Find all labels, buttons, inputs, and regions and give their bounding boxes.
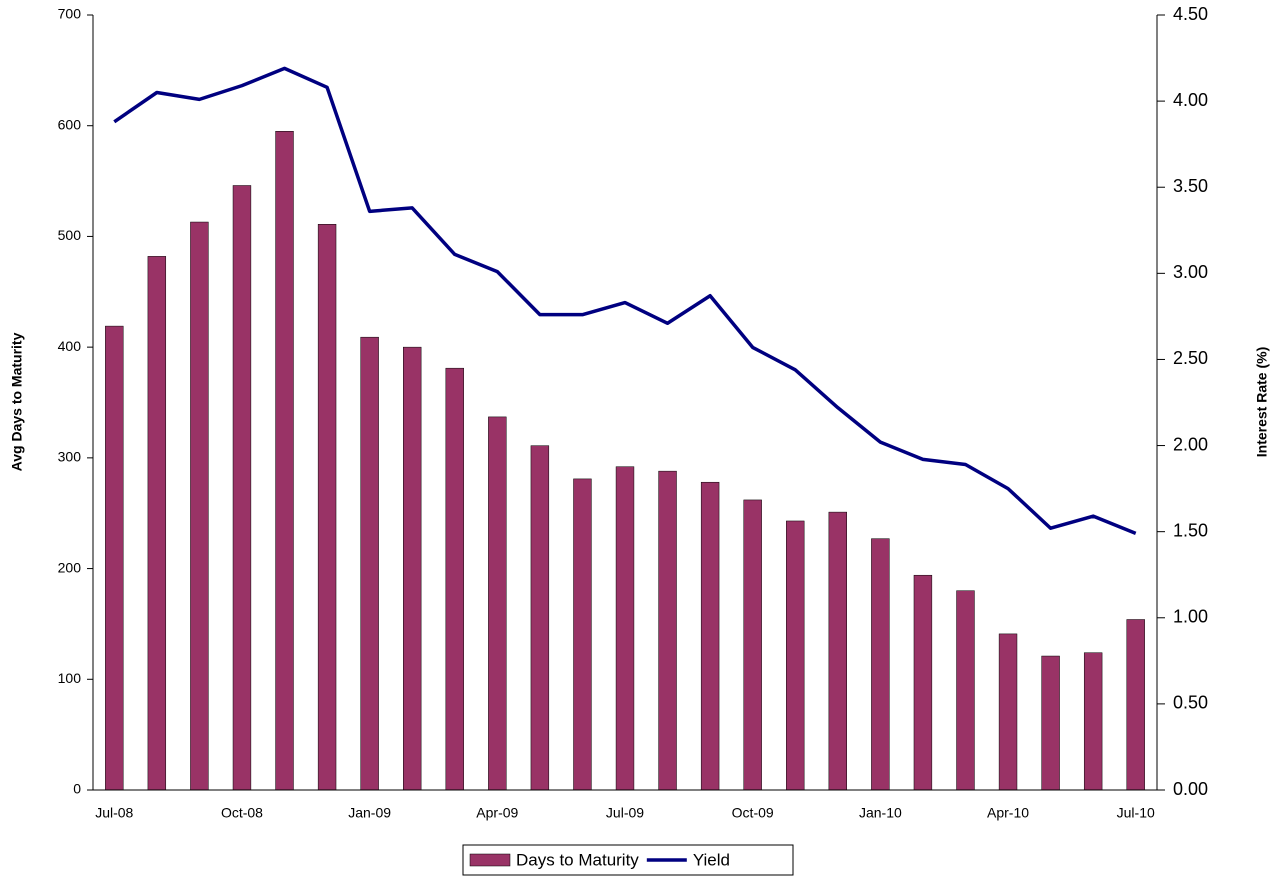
bar bbox=[147, 256, 167, 791]
bar bbox=[700, 481, 720, 791]
bar bbox=[190, 221, 209, 791]
bar bbox=[658, 470, 677, 791]
bar bbox=[317, 224, 337, 791]
bar bbox=[871, 538, 890, 791]
bar bbox=[1126, 619, 1145, 791]
x-tick-label: Jul-10 bbox=[1117, 805, 1155, 821]
legend-label: Days to Maturity bbox=[516, 850, 639, 869]
y2-axis-title: Interest Rate (%) bbox=[1254, 347, 1270, 457]
y2-tick-label: 1.00 bbox=[1173, 607, 1208, 627]
x-tick-label: Apr-10 bbox=[987, 805, 1029, 821]
y2-tick-label: 3.00 bbox=[1173, 262, 1208, 282]
y2-tick-label: 0.00 bbox=[1173, 779, 1208, 799]
x-tick-label: Jul-08 bbox=[95, 805, 133, 821]
y2-tick-label: 3.50 bbox=[1173, 176, 1208, 196]
y-tick-label: 400 bbox=[58, 338, 82, 354]
bar bbox=[445, 367, 464, 791]
bar bbox=[105, 325, 124, 791]
x-tick-label: Oct-09 bbox=[732, 805, 774, 821]
bar bbox=[956, 590, 975, 791]
bar bbox=[743, 499, 762, 791]
bar bbox=[360, 336, 379, 791]
x-tick-label: Jan-10 bbox=[859, 805, 902, 821]
y2-tick-label: 0.50 bbox=[1173, 693, 1208, 713]
bar bbox=[615, 466, 635, 791]
legend-swatch bbox=[469, 853, 511, 867]
x-tick-label: Oct-08 bbox=[221, 805, 263, 821]
y-tick-label: 200 bbox=[58, 559, 82, 575]
y-tick-label: 600 bbox=[58, 116, 82, 132]
y2-tick-label: 2.00 bbox=[1173, 434, 1208, 454]
y-tick-label: 100 bbox=[58, 670, 82, 686]
line bbox=[113, 66, 1137, 536]
y2-tick-label: 4.00 bbox=[1173, 90, 1208, 110]
bar bbox=[488, 416, 507, 791]
y-axis-title: Avg Days to Maturity bbox=[9, 332, 25, 471]
bar bbox=[275, 131, 294, 791]
bar bbox=[403, 346, 422, 791]
y2-tick-label: 2.50 bbox=[1173, 348, 1208, 368]
y-tick-label: 0 bbox=[73, 781, 81, 797]
y-tick-label: 500 bbox=[58, 227, 82, 243]
bar bbox=[232, 185, 252, 791]
bar bbox=[913, 574, 933, 791]
x-tick-label: Jul-09 bbox=[606, 805, 644, 821]
y-tick-label: 300 bbox=[58, 449, 82, 465]
bar bbox=[1083, 652, 1103, 791]
bar bbox=[998, 633, 1018, 791]
bar bbox=[573, 478, 592, 791]
bar bbox=[530, 445, 550, 791]
legend-label: Yield bbox=[693, 850, 730, 869]
legend-box bbox=[462, 844, 794, 876]
bar bbox=[828, 511, 847, 791]
x-tick-label: Jan-09 bbox=[348, 805, 391, 821]
y-tick-label: 700 bbox=[58, 6, 82, 22]
x-tick-label: Apr-09 bbox=[476, 805, 518, 821]
y2-tick-label: 1.50 bbox=[1173, 520, 1208, 540]
bar bbox=[1041, 655, 1060, 791]
y2-tick-label: 4.50 bbox=[1173, 4, 1208, 24]
bar bbox=[786, 520, 805, 791]
